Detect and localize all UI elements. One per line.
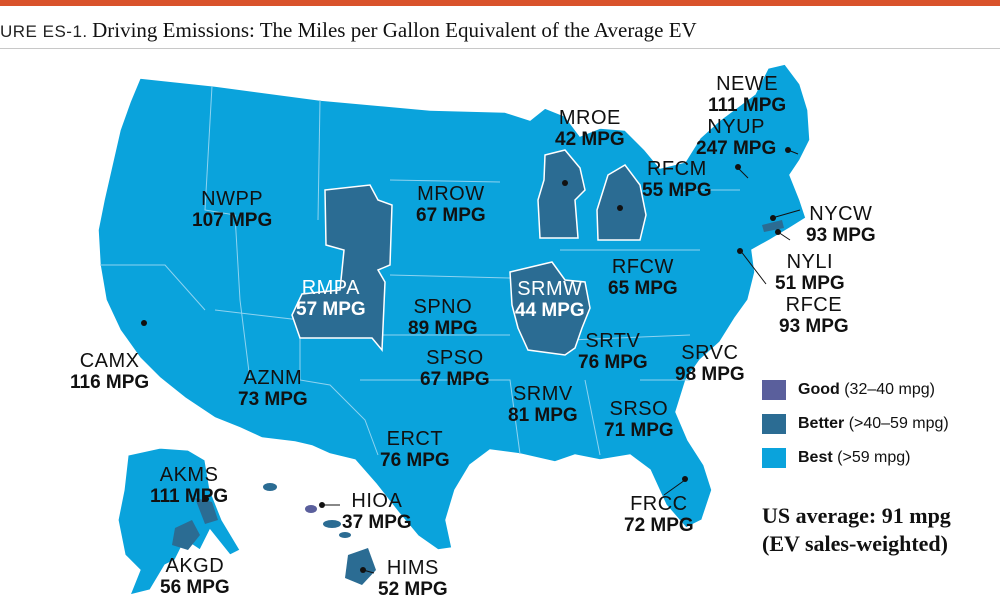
figure-title: Driving Emissions: The Miles per Gallon …: [92, 18, 697, 42]
legend: Good (32–40 mpg) Better (>40–59 mpg) Bes…: [762, 380, 949, 482]
legend-item-good: Good (32–40 mpg): [762, 380, 949, 400]
title-divider: [0, 48, 1000, 49]
region-boundaries: [100, 85, 740, 456]
region-label-rfcw: RFCW 65 MPG: [608, 256, 678, 299]
region-label-aznm: AZNM 73 MPG: [238, 367, 308, 410]
region-rmpa-shape: [291, 184, 393, 352]
region-label-erct: ERCT 76 MPG: [380, 428, 450, 471]
top-accent-bar: [0, 0, 1000, 6]
legend-swatch-good: [762, 380, 786, 400]
region-label-akms: AKMS 111 MPG: [150, 464, 229, 507]
region-label-camx: CAMX 116 MPG: [70, 350, 150, 393]
region-label-mroe: MROE 42 MPG: [555, 107, 625, 150]
region-label-rmpa: RMPA 57 MPG: [296, 277, 366, 320]
region-label-hioa: HIOA 37 MPG: [342, 490, 412, 533]
us-average-method: (EV sales-weighted): [762, 531, 948, 556]
region-mroe-shape: [537, 149, 586, 239]
region-label-srvc: SRVC 98 MPG: [675, 342, 745, 385]
region-label-srtv: SRTV 76 MPG: [578, 330, 648, 373]
hawaii-shapes: [263, 483, 376, 585]
region-label-hims: HIMS 52 MPG: [378, 557, 448, 600]
leader-dots: [141, 147, 791, 573]
us-average-line: US average: 91 mpg: [762, 503, 951, 528]
figure-label: URE ES-1.: [0, 22, 88, 41]
region-label-srmw: SRMW 44 MPG: [515, 278, 585, 321]
region-label-nycw: NYCW 93 MPG: [806, 203, 876, 246]
legend-range-best: (>59 mpg): [837, 449, 911, 466]
region-label-rfce: RFCE 93 MPG: [779, 294, 849, 337]
region-label-srso: SRSO 71 MPG: [604, 398, 674, 441]
us-average-note: US average: 91 mpg (EV sales-weighted): [762, 502, 951, 558]
region-label-srmv: SRMV 81 MPG: [508, 383, 578, 426]
legend-swatch-better: [762, 414, 786, 434]
region-label-akgd: AKGD 56 MPG: [160, 555, 230, 598]
legend-swatch-best: [762, 448, 786, 468]
legend-label-best: Best: [798, 449, 833, 466]
legend-item-best: Best (>59 mpg): [762, 448, 949, 468]
region-label-newe: NEWE 111 MPG: [708, 73, 787, 116]
region-label-rfcm: RFCM 55 MPG: [642, 158, 712, 201]
region-srmw-shape: [509, 261, 591, 356]
region-akgd-east-shape: [195, 498, 218, 524]
legend-label-good: Good: [798, 381, 840, 398]
region-label-nyli: NYLI 51 MPG: [775, 251, 845, 294]
legend-label-better: Better: [798, 415, 845, 432]
region-label-frcc: FRCC 72 MPG: [624, 493, 694, 536]
region-label-mrow: MROW 67 MPG: [416, 183, 486, 226]
legend-range-better: (>40–59 mpg): [848, 415, 949, 432]
region-nyli-shape: [762, 220, 784, 232]
region-label-spno: SPNO 89 MPG: [408, 296, 478, 339]
region-label-spso: SPSO 67 MPG: [420, 347, 490, 390]
alaska-shape: [117, 447, 241, 596]
region-label-nyup: NYUP 247 MPG: [696, 116, 777, 159]
region-rfcm-shape: [596, 164, 647, 241]
region-akgd-shape: [172, 520, 200, 550]
legend-range-good: (32–40 mpg): [844, 381, 935, 398]
legend-item-better: Better (>40–59 mpg): [762, 414, 949, 434]
region-label-nwpp: NWPP 107 MPG: [192, 188, 273, 231]
us-map: [97, 63, 811, 596]
figure-title-row: URE ES-1. Driving Emissions: The Miles p…: [0, 18, 1000, 48]
